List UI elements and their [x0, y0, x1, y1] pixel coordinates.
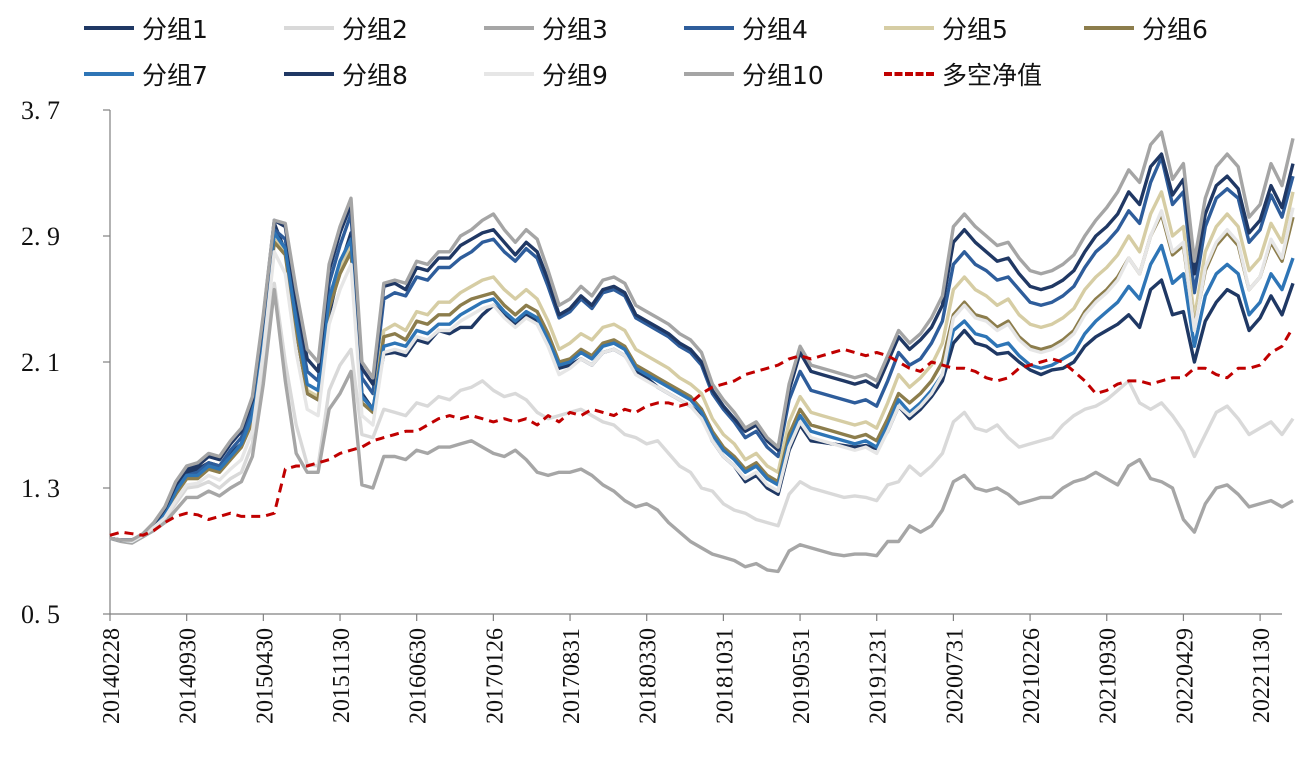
- legend-item: 分组3: [484, 8, 608, 48]
- legend-item: 分组10: [684, 54, 824, 94]
- legend-swatch: [684, 72, 734, 76]
- x-tick-label: 20210930: [1096, 628, 1122, 724]
- legend-swatch: [84, 72, 134, 76]
- x-tick-label: 20180330: [636, 628, 662, 724]
- series-line-2: [109, 281, 1295, 544]
- legend-swatch: [84, 26, 134, 30]
- x-tick-label: 20190531: [789, 628, 815, 724]
- x-tick-label: 20151130: [329, 628, 355, 723]
- legend-label: 分组6: [1142, 15, 1208, 44]
- series-line-6: [109, 212, 1295, 544]
- x-tick-label: 20210226: [1019, 628, 1045, 724]
- legend-item: 分组4: [684, 8, 808, 48]
- y-tick-label: 3. 7: [21, 96, 60, 125]
- legend-item: 分组9: [484, 54, 608, 94]
- legend-label: 分组8: [342, 61, 408, 90]
- legend-item: 分组5: [884, 8, 1008, 48]
- legend-label: 分组2: [342, 15, 408, 44]
- legend-label: 分组4: [742, 15, 808, 44]
- legend-item: 分组2: [284, 8, 408, 48]
- series-line-3: [109, 287, 1294, 574]
- series-line-11: [109, 326, 1295, 537]
- x-tick-label: 20140930: [176, 628, 202, 724]
- legend-swatch: [284, 72, 334, 76]
- x-tick-label: 20170126: [482, 628, 508, 724]
- legend-swatch: [884, 72, 934, 76]
- legend-label: 分组3: [542, 15, 608, 44]
- legend-item: 多空净值: [884, 54, 1042, 94]
- y-tick-label: 2. 9: [21, 222, 60, 251]
- legend-label: 分组1: [142, 15, 208, 44]
- legend-item: 分组7: [84, 54, 208, 94]
- legend-item: 分组1: [84, 8, 208, 48]
- series-line-8: [109, 152, 1295, 542]
- x-tick-label: 20150430: [252, 628, 278, 724]
- x-tick-label: 20200731: [942, 628, 968, 724]
- x-tick-label: 20170831: [559, 628, 585, 724]
- legend-swatch: [484, 72, 534, 76]
- legend-label: 分组5: [942, 15, 1008, 44]
- legend-swatch: [684, 26, 734, 30]
- legend-swatch: [484, 26, 534, 30]
- x-tick-label: 20140228: [99, 628, 125, 724]
- x-tick-label: 20160630: [406, 628, 432, 724]
- series-line-9: [109, 207, 1295, 544]
- legend-swatch: [284, 26, 334, 30]
- legend-label: 分组7: [142, 61, 208, 90]
- legend-label: 多空净值: [942, 61, 1043, 90]
- legend-label: 分组10: [742, 61, 824, 90]
- legend-label: 分组9: [542, 61, 608, 90]
- y-tick-label: 0. 5: [21, 600, 60, 629]
- x-tick-label: 20191231: [866, 628, 892, 724]
- legend-swatch: [884, 26, 934, 30]
- x-tick-label: 20221130: [1249, 628, 1275, 723]
- legend-item: 分组6: [1084, 8, 1208, 48]
- series-line-10: [109, 130, 1295, 542]
- y-tick-label: 1. 3: [21, 474, 60, 503]
- x-tick-label: 20220429: [1172, 628, 1198, 724]
- legend-item: 分组8: [284, 54, 408, 94]
- legend-swatch: [1084, 26, 1134, 30]
- y-tick-label: 2. 1: [21, 348, 60, 377]
- series-line-7: [109, 231, 1295, 544]
- x-tick-label: 20181031: [712, 628, 738, 724]
